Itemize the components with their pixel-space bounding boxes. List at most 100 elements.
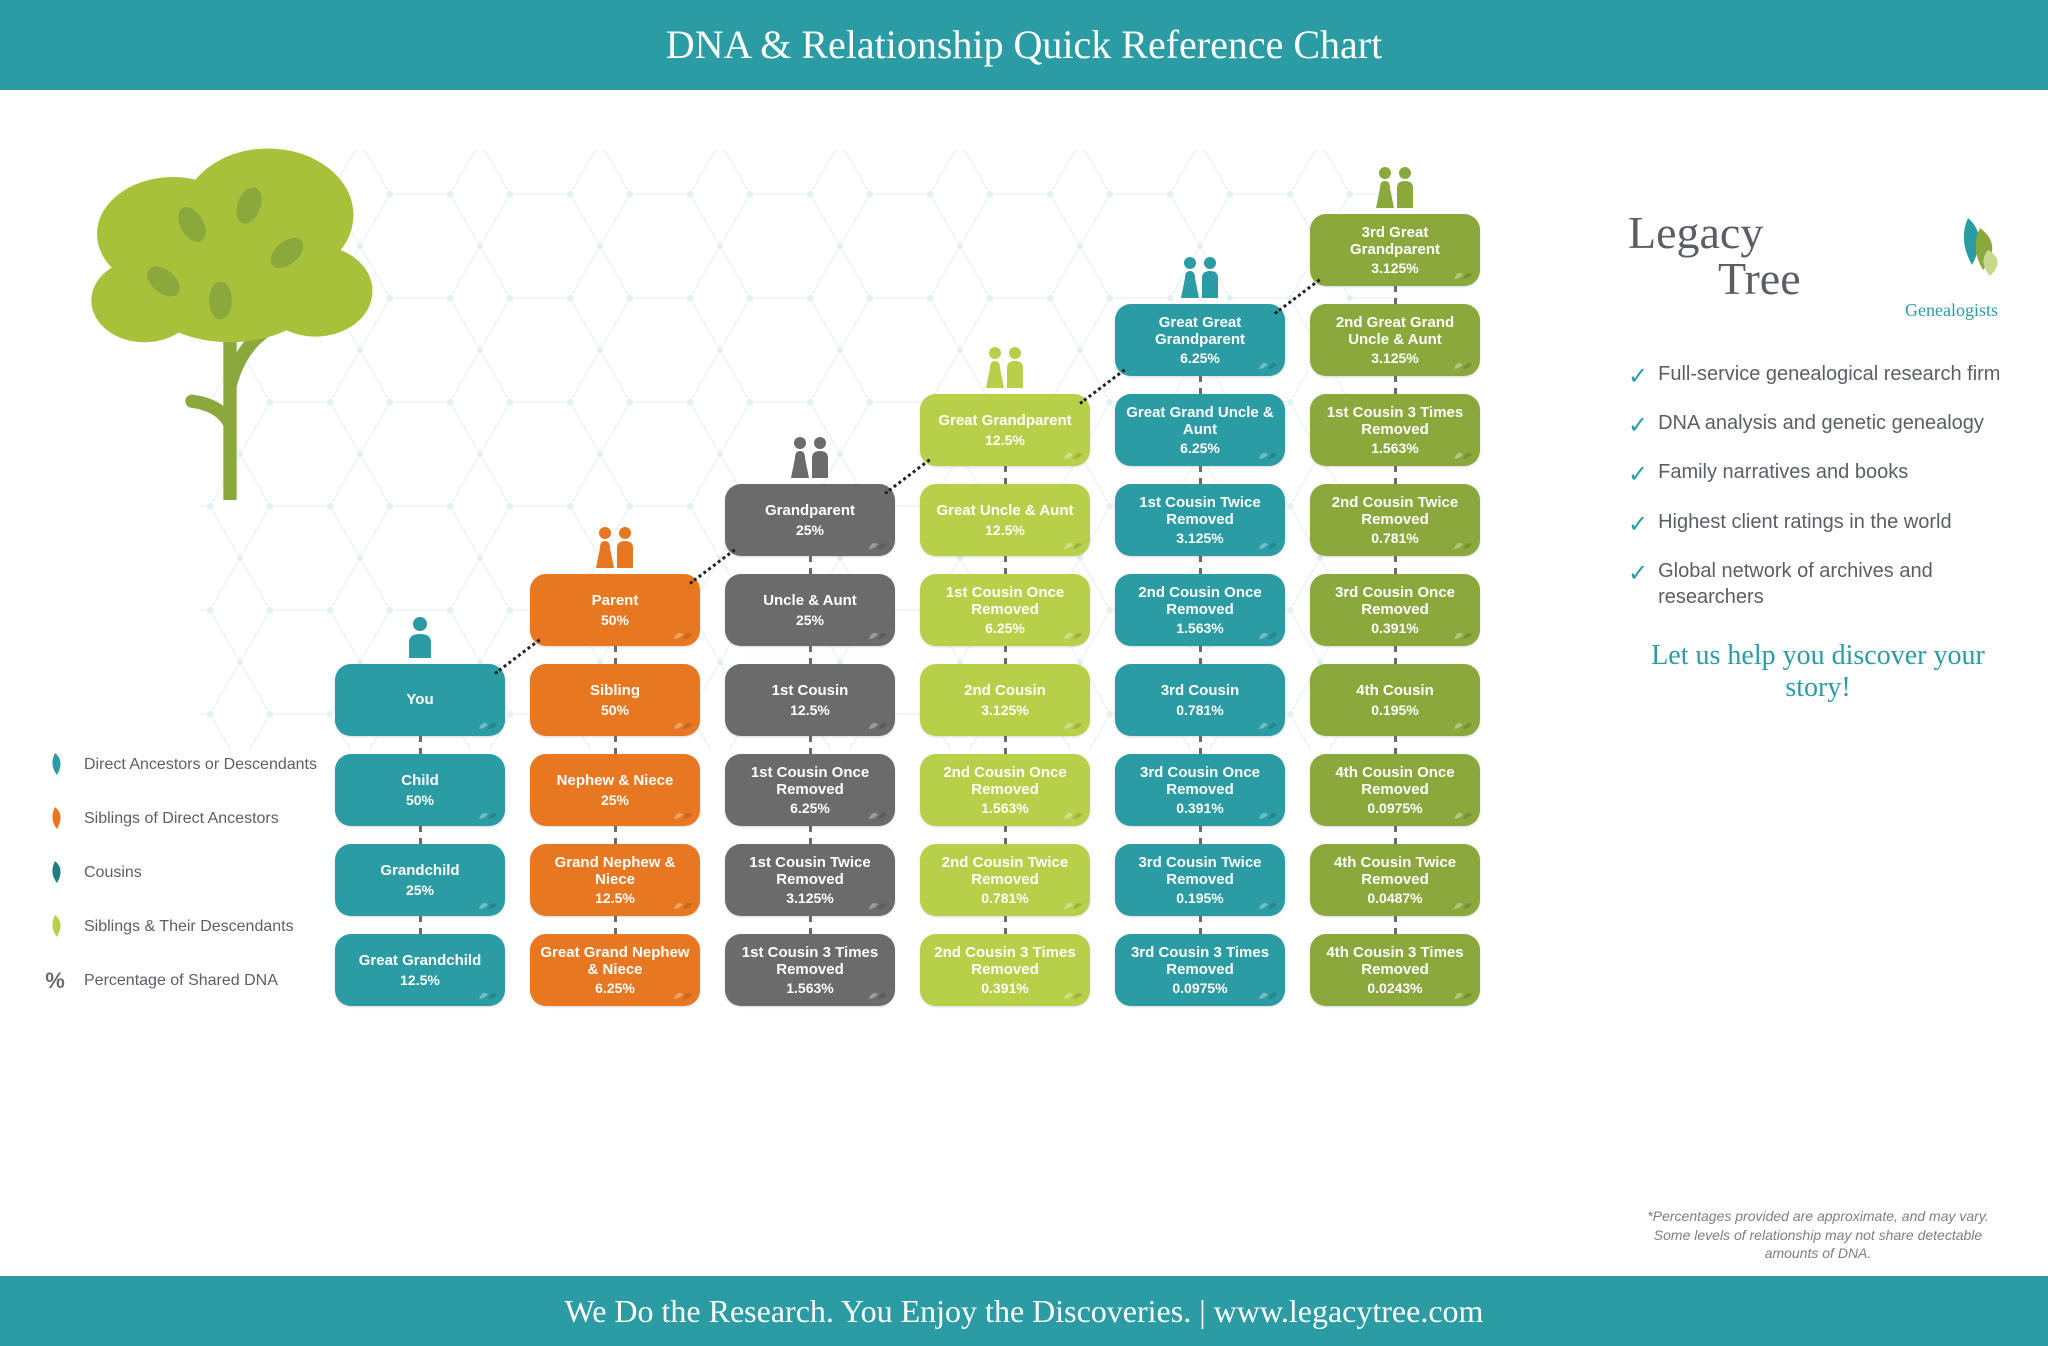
vertical-connector [1004,826,1007,844]
leaf-icon [1257,808,1279,822]
relationship-pill: 4th Cousin Twice Removed0.0487% [1310,844,1480,916]
vertical-connector [614,736,617,754]
pill-percentage: 6.25% [790,800,830,816]
header-bar: DNA & Relationship Quick Reference Chart [0,0,2048,90]
bullet-item: ✓Family narratives and books [1628,459,2008,490]
pill-percentage: 3.125% [1371,350,1418,366]
leaf-icon [672,718,694,732]
pill-label: 2nd Cousin Once Removed [1123,584,1277,619]
pill-percentage: 0.0975% [1172,980,1227,996]
leaf-icon [672,988,694,1002]
leaf-icon [1062,808,1084,822]
vertical-connector [1199,466,1202,484]
vertical-connector [1004,466,1007,484]
pill-label: Great Grand Uncle & Aunt [1123,404,1277,439]
relationship-pill: 2nd Cousin Twice Removed0.781% [920,844,1090,916]
pill-label: Nephew & Niece [557,772,674,789]
leaf-icon [1452,808,1474,822]
leaf-icon [1062,538,1084,552]
couple-icon [980,344,1030,388]
pill-percentage: 50% [601,702,629,718]
couple-icon [590,524,640,568]
logo-leaf-icon [1928,210,2008,280]
pill-label: Great Grandparent [938,412,1071,429]
leaf-icon [1062,448,1084,462]
pill-label: Sibling [590,682,640,699]
vertical-connector [1199,826,1202,844]
pill-label: 3rd Great Grandparent [1318,224,1472,259]
vertical-connector [419,736,422,754]
pill-percentage: 12.5% [790,702,830,718]
pill-label: 3rd Cousin Once Removed [1123,764,1277,799]
legend-item: %Percentage of Shared DNA [40,966,340,996]
relationship-pill: 1st Cousin Once Removed6.25% [725,754,895,826]
relationship-pill: 3rd Cousin 3 Times Removed0.0975% [1115,934,1285,1006]
vertical-connector [1394,916,1397,934]
pill-percentage: 0.391% [1371,620,1418,636]
pill-label: 4th Cousin [1356,682,1434,699]
footer-link[interactable]: www.legacytree.com [1214,1293,1484,1329]
pill-percentage: 3.125% [1176,530,1223,546]
vertical-connector [1394,466,1397,484]
leaf-icon [1257,448,1279,462]
vertical-connector [1394,646,1397,664]
relationship-pill: 1st Cousin Twice Removed3.125% [725,844,895,916]
legend-label: Siblings of Direct Ancestors [84,809,279,828]
pill-label: 4th Cousin Twice Removed [1318,854,1472,889]
pill-label: Great Uncle & Aunt [937,502,1074,519]
pill-label: 1st Cousin 3 Times Removed [1318,404,1472,439]
pill-label: 4th Cousin Once Removed [1318,764,1472,799]
pill-percentage: 0.781% [1176,702,1223,718]
vertical-connector [419,826,422,844]
couple-icon [1175,254,1225,298]
relationship-pill: 3rd Cousin Twice Removed0.195% [1115,844,1285,916]
pill-label: 2nd Cousin Twice Removed [928,854,1082,889]
leaf-icon [1257,898,1279,912]
relationship-pill: 1st Cousin 3 Times Removed1.563% [725,934,895,1006]
leaf-icon [867,898,889,912]
vertical-connector [1199,916,1202,934]
vertical-connector [1004,646,1007,664]
pill-label: 2nd Cousin [964,682,1046,699]
bullet-item: ✓Highest client ratings in the world [1628,509,2008,540]
pill-percentage: 25% [796,612,824,628]
leaf-icon [672,808,694,822]
leaf-icon [1452,268,1474,282]
pill-percentage: 25% [406,882,434,898]
vertical-connector [1394,286,1397,304]
vertical-connector [1004,556,1007,574]
relationship-pill: 1st Cousin12.5% [725,664,895,736]
pill-percentage: 1.563% [1371,440,1418,456]
vertical-connector [1004,736,1007,754]
leaf-icon [867,988,889,1002]
relationship-pill: 2nd Cousin 3 Times Removed0.391% [920,934,1090,1006]
leaf-icon [672,628,694,642]
relationship-pill: 2nd Cousin Once Removed1.563% [1115,574,1285,646]
pill-label: Grandparent [765,502,855,519]
relationship-pill: Parent50% [530,574,700,646]
leaf-icon [867,538,889,552]
relationship-pill: Grandparent25% [725,484,895,556]
relationship-pill: 1st Cousin Twice Removed3.125% [1115,484,1285,556]
bullet-item: ✓Full-service genealogical research firm [1628,361,2008,392]
pill-percentage: 6.25% [985,620,1025,636]
pill-label: 1st Cousin Once Removed [733,764,887,799]
leaf-icon [1062,898,1084,912]
vertical-connector [809,916,812,934]
pill-percentage: 0.195% [1371,702,1418,718]
pill-label: You [406,691,433,708]
couple-icon [785,434,835,478]
relationship-pill: 1st Cousin 3 Times Removed1.563% [1310,394,1480,466]
header-title: DNA & Relationship Quick Reference Chart [666,22,1382,67]
relationship-pill: Grandchild25% [335,844,505,916]
pill-label: 2nd Cousin Twice Removed [1318,494,1472,529]
leaf-icon [1452,718,1474,732]
pill-percentage: 1.563% [786,980,833,996]
vertical-connector [1199,646,1202,664]
relationship-pill: You [335,664,505,736]
relationship-pill: Sibling 50% [530,664,700,736]
vertical-connector [809,646,812,664]
leaf-icon [40,858,70,888]
pill-percentage: 3.125% [1371,260,1418,276]
leaf-icon [1062,988,1084,1002]
